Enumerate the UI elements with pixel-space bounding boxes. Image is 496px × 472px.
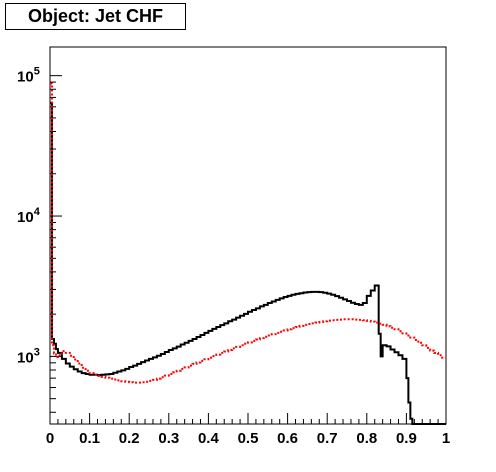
x-tick-label: 0 bbox=[46, 430, 54, 447]
x-axis-labels: 0 0.1 0.2 0.3 0.4 0.5 0.6 0.7 0.8 0.9 1 bbox=[46, 430, 450, 447]
chart-title: Object: Jet CHF bbox=[5, 3, 186, 30]
series-line-2 bbox=[50, 82, 446, 384]
x-tick-label: 0.7 bbox=[317, 430, 338, 447]
x-tick-label: 0.8 bbox=[356, 430, 377, 447]
x-tick-label: 0.3 bbox=[158, 430, 179, 447]
y-tick-label: 103 bbox=[17, 346, 40, 366]
series-line-1 bbox=[50, 101, 446, 425]
x-axis-ticks bbox=[49, 413, 447, 424]
x-tick-label: 0.2 bbox=[119, 430, 140, 447]
y-tick-label: 104 bbox=[17, 206, 41, 226]
y-tick-label: 105 bbox=[17, 66, 40, 86]
y-axis-labels: 103 104 105 bbox=[17, 66, 41, 367]
x-tick-label: 0.5 bbox=[238, 430, 259, 447]
x-tick-label: 0.1 bbox=[79, 430, 100, 447]
x-tick-label: 0.9 bbox=[396, 430, 417, 447]
x-tick-label: 1 bbox=[442, 430, 450, 447]
series-layer bbox=[50, 82, 446, 425]
x-tick-label: 0.6 bbox=[277, 430, 298, 447]
plot-frame bbox=[49, 46, 447, 425]
x-tick-label: 0.4 bbox=[198, 430, 220, 447]
